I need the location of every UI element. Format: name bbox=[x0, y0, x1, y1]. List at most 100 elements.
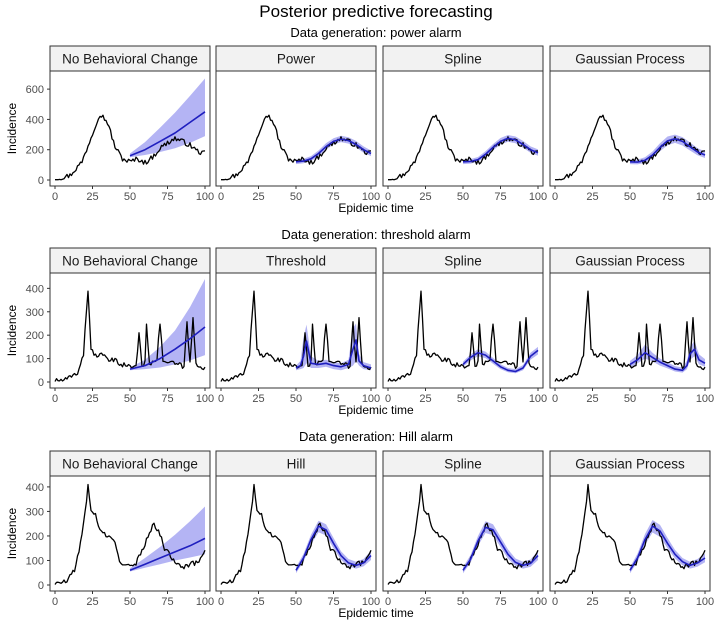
x-tick-label: 25 bbox=[86, 596, 98, 608]
panel-plot-area bbox=[221, 114, 372, 181]
x-tick-label: 0 bbox=[218, 393, 224, 405]
facet-strip bbox=[215, 45, 377, 72]
panel-plot-area bbox=[555, 114, 706, 181]
facet-row-1: Data generation: power alarm No Behaviora… bbox=[5, 25, 714, 215]
facet-strip-label: Power bbox=[277, 52, 316, 67]
x-tick-label: 100 bbox=[696, 191, 714, 203]
forecast-mean-line bbox=[129, 537, 206, 572]
x-tick-label: 0 bbox=[52, 393, 58, 405]
facet-strip bbox=[382, 450, 544, 477]
x-tick-label: 75 bbox=[327, 596, 339, 608]
facet-strip bbox=[549, 247, 711, 274]
panel-frame bbox=[382, 70, 544, 187]
forecast-mean-line bbox=[462, 137, 539, 163]
y-tick-label: 100 bbox=[26, 354, 44, 366]
x-tick-label: 25 bbox=[252, 393, 264, 405]
forecast-mean-line bbox=[629, 525, 706, 571]
panel-1-3: Spline 0 25 50 75 100 bbox=[382, 45, 547, 203]
x-tick-label: 0 bbox=[385, 191, 391, 203]
y-tick-label: 0 bbox=[38, 580, 44, 592]
panel-3-4: Gaussian Process 0 25 50 75 100 bbox=[549, 450, 714, 608]
panel-2-3: Spline 0 25 50 75 100 bbox=[382, 247, 547, 405]
panel-plot-area bbox=[554, 290, 706, 382]
x-tick-label: 25 bbox=[586, 191, 598, 203]
observed-incidence-line bbox=[55, 114, 206, 181]
facet-strip-label: Threshold bbox=[266, 254, 326, 269]
x-tick-label: 75 bbox=[161, 596, 173, 608]
facet-strip-label: No Behavioral Change bbox=[62, 52, 198, 67]
facet-strip-label: Spline bbox=[444, 457, 482, 472]
x-tick-label: 100 bbox=[362, 191, 380, 203]
x-tick-label: 50 bbox=[290, 596, 302, 608]
x-tick-label: 100 bbox=[196, 596, 214, 608]
panel-frame bbox=[382, 475, 544, 592]
x-tick-label: 25 bbox=[252, 191, 264, 203]
x-tick-label: 50 bbox=[124, 191, 136, 203]
panel-2-4: Gaussian Process 0 25 50 75 100 bbox=[549, 247, 714, 405]
x-tick-label: 75 bbox=[161, 191, 173, 203]
observed-incidence-line bbox=[54, 290, 206, 382]
facet-strip-label: Hill bbox=[287, 457, 306, 472]
x-tick-label: 0 bbox=[385, 393, 391, 405]
x-tick-label: 50 bbox=[624, 191, 636, 203]
x-tick-label: 0 bbox=[552, 393, 558, 405]
x-tick-label: 50 bbox=[457, 596, 469, 608]
forecast-mean-line bbox=[295, 138, 372, 163]
forecast-mean-line bbox=[129, 111, 206, 157]
observed-incidence-line bbox=[220, 483, 372, 585]
facet-strip bbox=[549, 45, 711, 72]
facet-strip bbox=[49, 45, 211, 72]
facet-strip bbox=[549, 450, 711, 477]
facet-strip-label: No Behavioral Change bbox=[62, 457, 198, 472]
panel-frame bbox=[549, 475, 711, 592]
observed-incidence-line bbox=[387, 290, 539, 382]
observed-incidence-line bbox=[387, 483, 539, 585]
facet-strip bbox=[49, 247, 211, 274]
x-tick-label: 0 bbox=[385, 596, 391, 608]
facet-rows: Data generation: power alarm No Behaviora… bbox=[5, 25, 714, 620]
forecast-interval-band bbox=[130, 279, 205, 371]
observed-incidence-line bbox=[54, 483, 206, 585]
facet-strip-label: Gaussian Process bbox=[575, 254, 685, 269]
x-tick-label: 25 bbox=[86, 191, 98, 203]
panel-plot-area bbox=[220, 483, 372, 585]
panel-2-2: Threshold 0 25 50 75 100 bbox=[215, 247, 380, 405]
row-title: Data generation: power alarm bbox=[290, 25, 461, 40]
figure-title: Posterior predictive forecasting bbox=[259, 2, 492, 21]
x-tick-label: 100 bbox=[196, 191, 214, 203]
y-tick-label: 100 bbox=[26, 555, 44, 567]
x-tick-label: 25 bbox=[419, 596, 431, 608]
x-tick-label: 75 bbox=[161, 393, 173, 405]
row-title: Data generation: Hill alarm bbox=[299, 429, 453, 444]
panel-plot-area bbox=[220, 290, 372, 382]
y-tick-label: 0 bbox=[38, 377, 44, 389]
facet-strip-label: Spline bbox=[444, 52, 482, 67]
x-tick-label: 25 bbox=[252, 596, 264, 608]
x-tick-label: 0 bbox=[218, 596, 224, 608]
facet-row-3: Data generation: Hill alarm No Behavioral… bbox=[5, 429, 714, 620]
y-tick-label: 600 bbox=[26, 84, 44, 96]
row-title: Data generation: threshold alarm bbox=[281, 227, 470, 242]
y-axis-title: Incidence bbox=[5, 102, 19, 154]
forecast-mean-line bbox=[295, 339, 372, 369]
forecast-mean-line bbox=[629, 138, 706, 163]
y-tick-label: 200 bbox=[26, 145, 44, 157]
panel-3-1: No Behavioral Change 0 25 50 75 100 0 100 200 300… bbox=[26, 450, 214, 608]
x-tick-label: 0 bbox=[52, 191, 58, 203]
forecast-interval-band bbox=[130, 78, 205, 158]
facet-strip-label: No Behavioral Change bbox=[62, 254, 198, 269]
x-tick-label: 25 bbox=[419, 191, 431, 203]
x-tick-label: 25 bbox=[86, 393, 98, 405]
x-tick-label: 100 bbox=[529, 191, 547, 203]
facet-strip-label: Spline bbox=[444, 254, 482, 269]
x-tick-label: 100 bbox=[196, 393, 214, 405]
facet-strip-label: Gaussian Process bbox=[575, 52, 685, 67]
x-tick-label: 75 bbox=[327, 393, 339, 405]
observed-incidence-line bbox=[220, 290, 372, 382]
x-tick-label: 100 bbox=[529, 596, 547, 608]
panel-1-4: Gaussian Process 0 25 50 75 100 bbox=[549, 45, 714, 203]
x-tick-label: 50 bbox=[624, 393, 636, 405]
x-tick-label: 25 bbox=[419, 393, 431, 405]
forecast-mean-line bbox=[462, 349, 539, 373]
panel-3-2: Hill 0 25 50 75 100 bbox=[215, 450, 380, 608]
